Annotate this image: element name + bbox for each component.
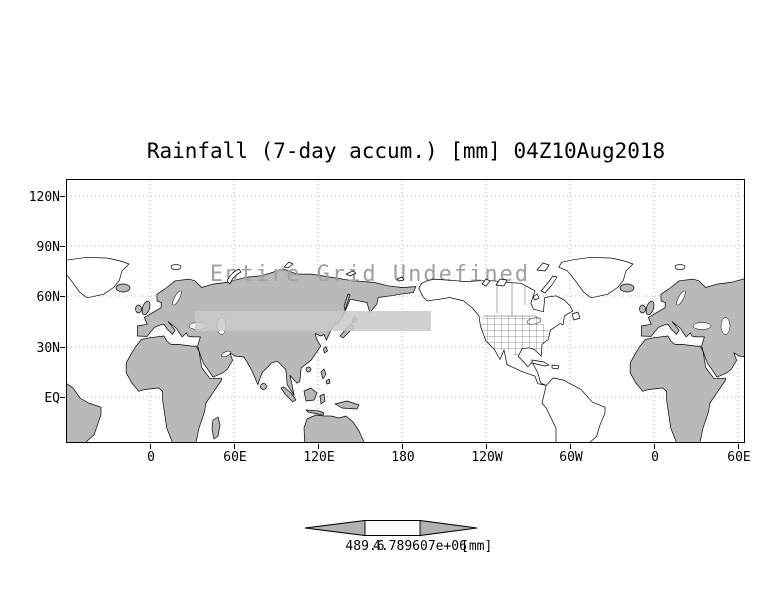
lon-axis-label: 0 (147, 450, 155, 465)
axis-tick (60, 397, 65, 398)
black-sea-repeat (692, 322, 712, 330)
arctic-islands (170, 261, 686, 301)
baltic-sea-repeat (676, 290, 686, 306)
colorbar-tick-label: 4.789607e+06 (373, 539, 467, 554)
axis-tick (654, 444, 655, 449)
islands-maritime-continent (260, 383, 360, 416)
lat-axis-label: 60N (36, 290, 60, 305)
lon-axis-label: 0 (651, 450, 659, 465)
world-map-svg: Entire Grid Undefined (67, 180, 744, 442)
baltic-sea (172, 290, 182, 306)
axis-tick (738, 444, 739, 449)
axis-tick (234, 444, 235, 449)
axis-tick (150, 444, 151, 449)
axis-tick (60, 347, 65, 348)
axis-tick (402, 444, 403, 449)
axis-tick (318, 444, 319, 449)
caspian-sea-repeat (720, 317, 731, 335)
colorbar-center-segment (364, 520, 421, 536)
landmass-south-america-center (541, 377, 606, 442)
canada-province-lines (483, 283, 537, 317)
colorbar-unit-label: [mm] (461, 539, 493, 554)
colorbar-right-arrow (419, 519, 478, 537)
landmass-greenland (558, 256, 634, 299)
island-madagascar (211, 416, 221, 440)
lon-axis-label: 120W (471, 450, 503, 465)
lat-axis-label: 30N (36, 341, 60, 356)
axis-tick (60, 246, 65, 247)
landmass-gray-fill (67, 268, 744, 442)
map-frame: Entire Grid Undefined (66, 179, 745, 443)
lat-axis-label: 90N (36, 240, 60, 255)
landmass-australia (303, 414, 365, 442)
lon-axis-label: 60E (223, 450, 247, 465)
axis-tick (570, 444, 571, 449)
lon-axis-label: 60E (727, 450, 751, 465)
us-state-boundaries (480, 316, 550, 356)
lat-axis-label: EQ (44, 391, 60, 406)
colorbar-tick-label: 489.6 (345, 539, 385, 554)
axis-tick (486, 444, 487, 449)
lon-axis-label: 60W (559, 450, 583, 465)
axis-tick (60, 296, 65, 297)
persian-gulf (221, 350, 231, 358)
axis-tick (60, 196, 65, 197)
atlantic-caribbean-islands (531, 311, 581, 370)
lon-axis-label: 120E (303, 450, 335, 465)
lat-axis-label: 120N (28, 190, 60, 205)
colorbar (304, 519, 478, 537)
landmass-south-america-left (67, 383, 102, 442)
lon-axis-label: 180 (391, 450, 415, 465)
islands-europe (115, 283, 655, 316)
gray-shading-band (195, 311, 431, 331)
plot-title: Rainfall (7-day accum.) [mm] 04Z10Aug201… (146, 139, 666, 163)
colorbar-left-arrow (304, 519, 366, 537)
